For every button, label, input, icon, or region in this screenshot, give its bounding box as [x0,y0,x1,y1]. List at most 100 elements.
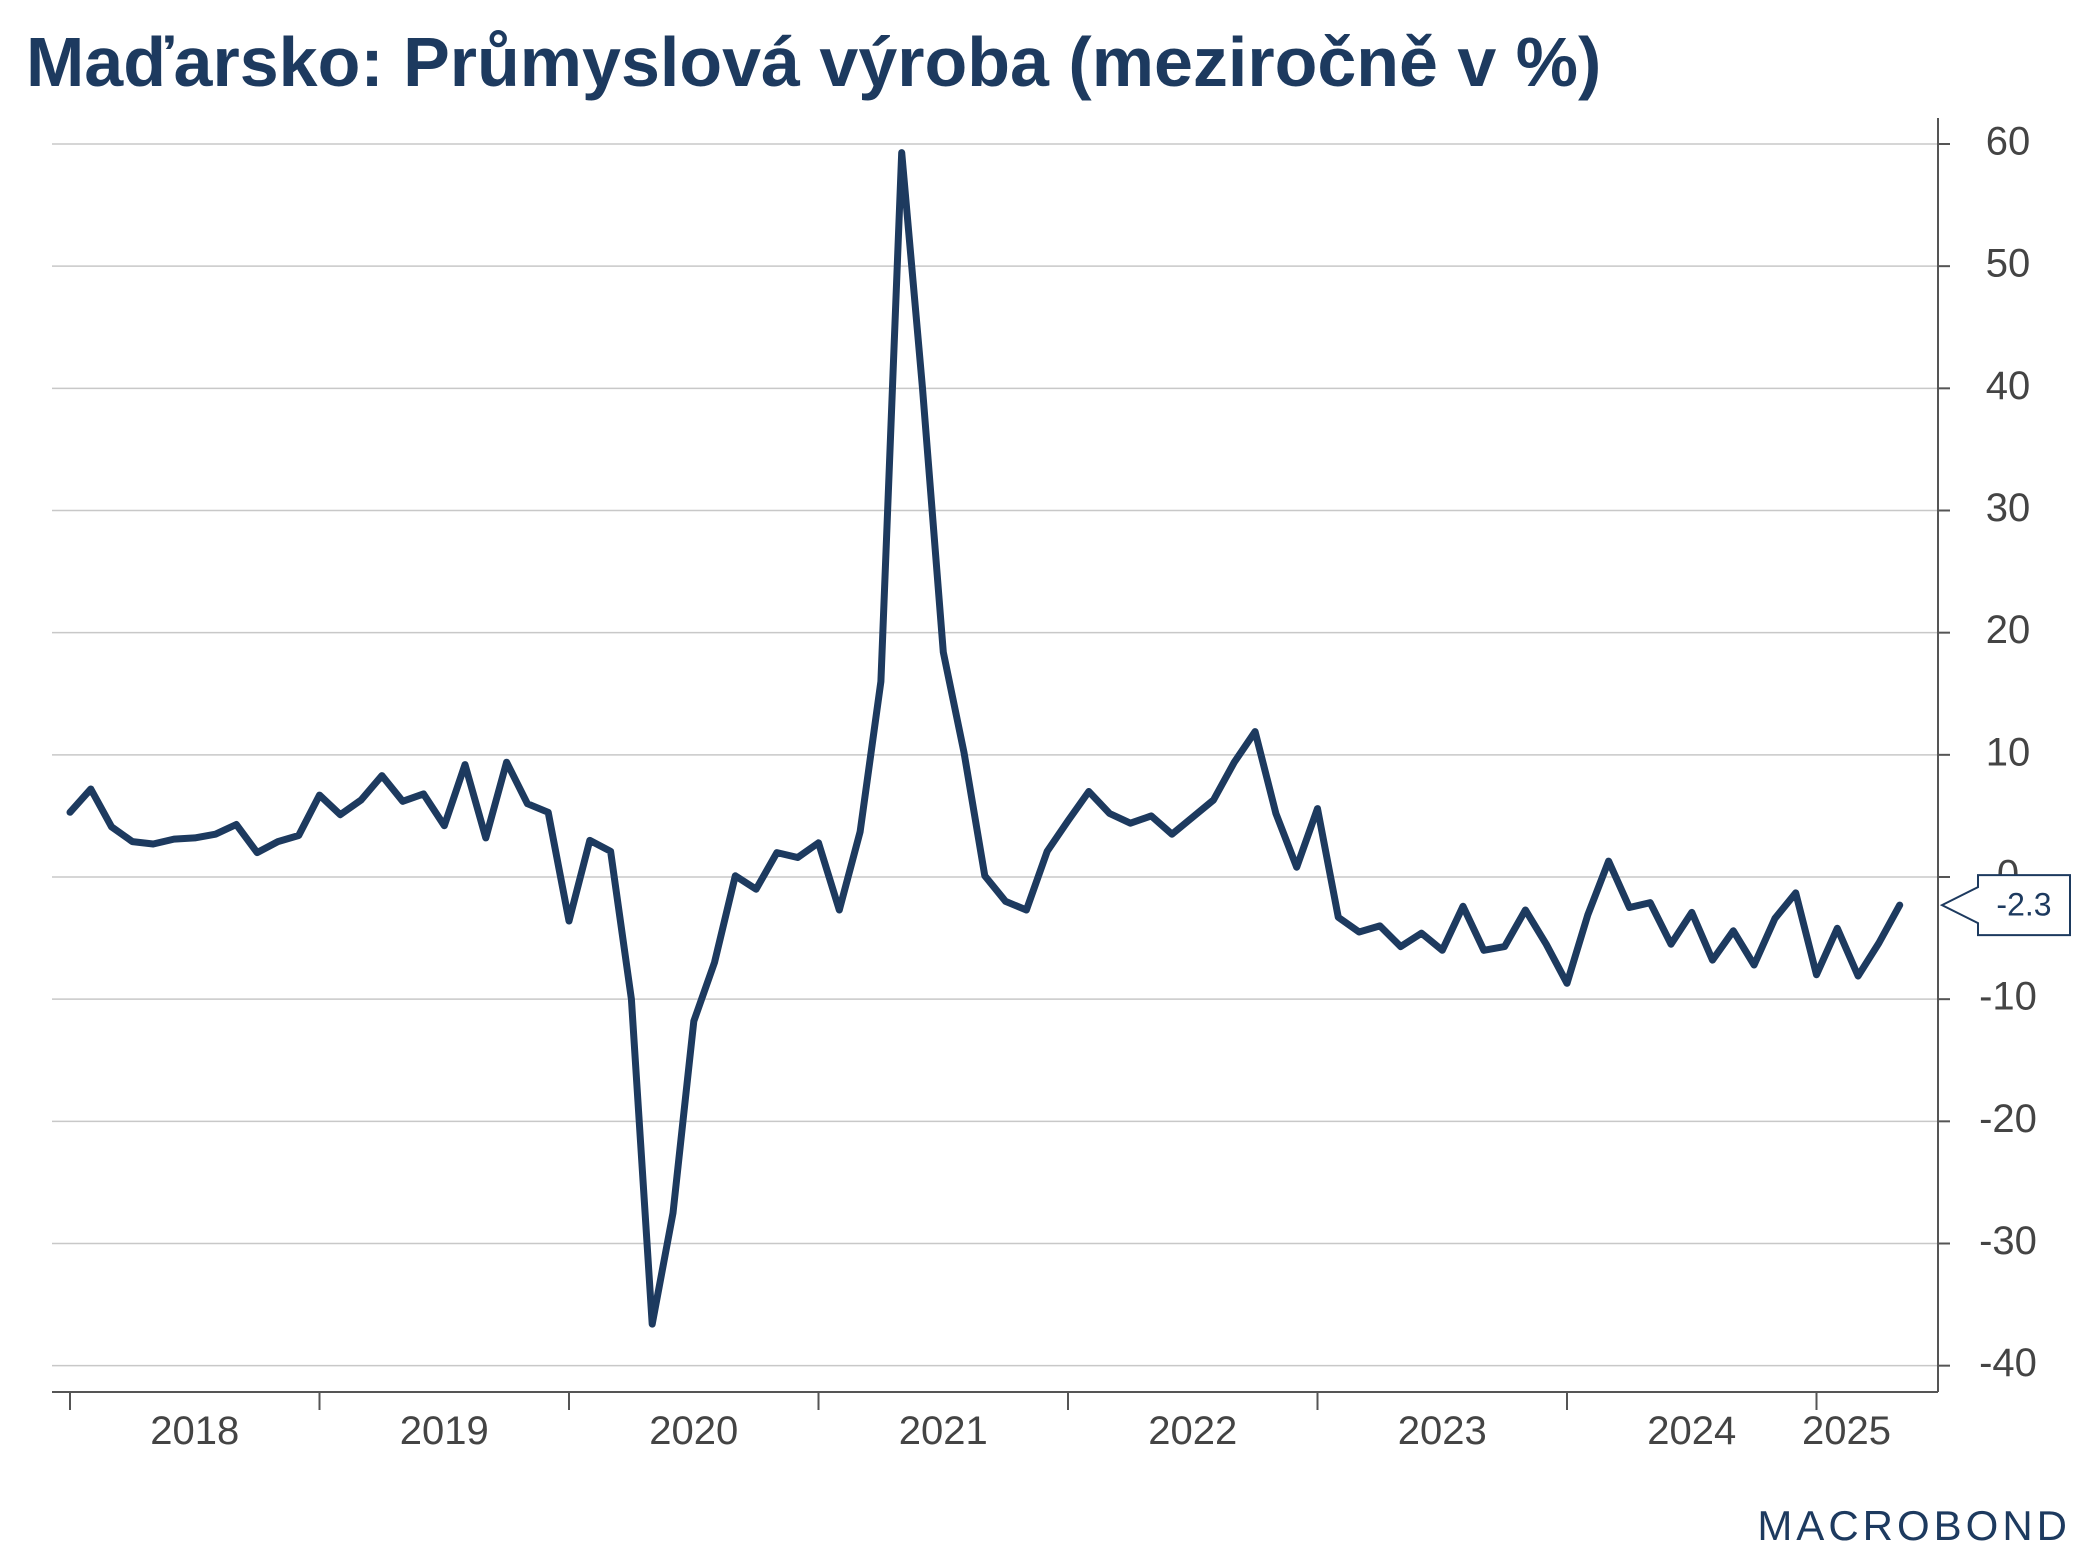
data-point [1607,859,1611,863]
data-point [89,787,93,791]
last-value-label: -2.3 [1996,887,2051,923]
y-tick-label: 60 [1986,120,2031,164]
data-point [1004,899,1008,903]
data-point [255,851,259,855]
data-point [505,760,509,764]
data-point [1773,917,1777,921]
data-point [567,919,571,923]
data-point [1586,913,1590,917]
data-point [1815,973,1819,977]
data-point [359,798,363,802]
data-point [172,837,176,841]
data-point [1440,948,1444,952]
y-tick-label: -20 [1979,1097,2037,1141]
data-point [1253,730,1257,734]
x-tick-label: 2019 [400,1409,489,1453]
data-point [1544,942,1548,946]
y-tick-label: 50 [1986,242,2031,286]
data-point [1399,945,1403,949]
data-point [1108,811,1112,815]
data-point [214,832,218,836]
y-tick-label: 10 [1986,730,2031,774]
x-tick-label: 2025 [1802,1409,1891,1453]
data-point [1877,941,1881,945]
data-point [318,793,322,797]
data-point [110,825,114,829]
data-point [1794,891,1798,895]
data-point [692,1019,696,1023]
data-point [1523,908,1527,912]
data-point [1711,958,1715,962]
x-tick-label: 2018 [150,1409,239,1453]
data-point [1128,821,1132,825]
data-point [1731,929,1735,933]
data-point [629,997,633,1001]
grid-lines [52,143,1938,1367]
data-point [1316,807,1320,811]
data-point [130,840,134,844]
data-point [1024,908,1028,912]
data-point [879,680,883,684]
data-point [1066,819,1070,823]
y-tick-label: -10 [1979,975,2037,1019]
data-point [68,810,72,814]
series-points [68,151,1902,1327]
data-point [858,830,862,834]
data-point [151,842,155,846]
data-point [1898,903,1902,907]
data-point [1835,926,1839,930]
data-point [1149,814,1153,818]
data-point [1212,798,1216,802]
data-point [609,849,613,853]
data-point [421,792,425,796]
data-point [1648,901,1652,905]
macrobond-logo: MACROBOND [1757,1502,2071,1549]
y-tick-label: 40 [1986,364,2031,408]
x-tick-label: 2020 [649,1409,738,1453]
x-tick-label: 2023 [1398,1409,1487,1453]
data-point [484,836,488,840]
data-point [1232,760,1236,764]
data-point [276,840,280,844]
data-point [463,763,467,767]
data-point [1565,981,1569,985]
x-tick-label: 2024 [1647,1409,1736,1453]
last-value-callout: -2.3 [1939,874,2071,937]
data-point [588,838,592,842]
y-tick-label: -30 [1979,1219,2037,1263]
data-point [1170,832,1174,836]
data-point [1503,945,1507,949]
data-point [525,802,529,806]
data-point [713,961,717,965]
data-point [193,836,197,840]
x-tick-label: 2022 [1148,1409,1237,1453]
data-point [837,908,841,912]
data-point [983,874,987,878]
data-point [1336,915,1340,919]
data-point [920,386,924,390]
data-point [754,887,758,891]
data-point [297,833,301,837]
data-point [1669,942,1673,946]
last-value-box [1939,874,2071,937]
data-point [941,650,945,654]
data-point [1627,906,1631,910]
y-tick-label: 20 [1986,608,2031,652]
data-point [380,774,384,778]
x-tick-label: 2021 [899,1409,988,1453]
data-point [442,824,446,828]
data-point [1274,811,1278,815]
y-tick-label: 30 [1986,486,2031,530]
data-point [650,1322,654,1326]
data-point [1295,865,1299,869]
data-point [1690,910,1694,914]
data-point [1419,931,1423,935]
data-point [1087,789,1091,793]
chart-title: Maďarsko: Průmyslová výroba (meziročně v… [26,23,1602,101]
data-point [338,813,342,817]
data-point [234,822,238,826]
series-line [66,149,1904,1328]
data-point [401,799,405,803]
data-point [1378,924,1382,928]
